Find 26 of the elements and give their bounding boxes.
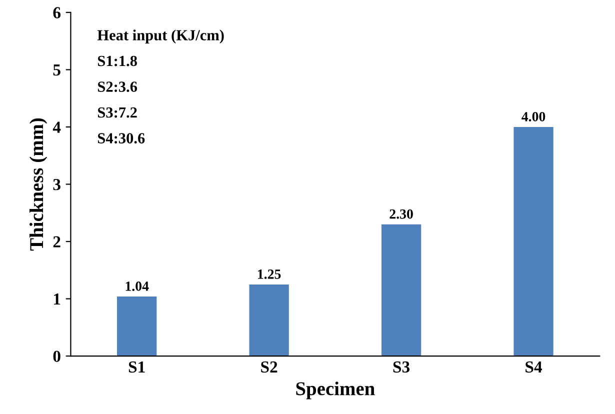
x-tick-label: S2 [261,361,278,373]
data-label: 2.30 [390,209,413,219]
y-tick-label: 4 [52,122,61,133]
data-label: 1.04 [126,282,149,291]
y-tick-label: 5 [53,64,60,76]
bar [249,284,289,356]
x-tick-label: S4 [526,361,542,373]
annotation: S4:30.6 [98,133,145,144]
y-tick-label: 6 [53,7,61,18]
bar [381,224,422,356]
y-tick-label: 2 [53,236,60,248]
bar [514,126,554,356]
annotation: S3:7.2 [98,107,137,118]
x-tick-label: S1 [128,361,145,373]
y-tick-label: 3 [53,178,60,190]
annotation: S2:3.6 [98,82,138,92]
annotation: S1:1.8 [98,56,137,66]
y-tick-label: 1 [54,294,60,305]
y-tick-label: 0 [53,350,60,362]
x-axis-title: Specimen [296,382,375,400]
x-tick-label: S3 [393,361,410,373]
data-label: 4.00 [522,112,546,122]
annotation: Heat input (KJ/cm) [97,30,224,44]
bar [117,296,157,356]
data-label: 1.25 [258,270,281,279]
y-axis-title: Thickness (mm) [29,118,48,251]
